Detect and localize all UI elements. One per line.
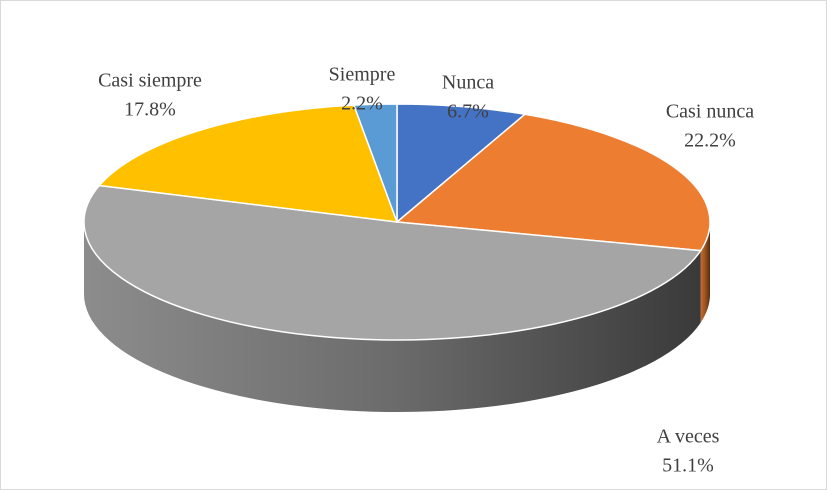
value-label: 2.2%	[341, 93, 383, 115]
category-label: A veces	[657, 426, 720, 448]
value-label: 6.7%	[447, 101, 489, 123]
pie-slice	[97, 104, 399, 223]
category-label: Casi siempre	[98, 70, 202, 92]
pie-slice	[396, 103, 527, 224]
category-label: Casi nunca	[666, 101, 754, 123]
value-label: 51.1%	[662, 455, 714, 477]
pie-wall-shade	[84, 222, 701, 412]
category-label: Siempre	[329, 64, 396, 86]
value-label: 22.2%	[684, 130, 736, 152]
pie-slice	[83, 184, 702, 341]
category-label: Nunca	[442, 72, 494, 94]
value-label: 17.8%	[124, 99, 176, 121]
pie-slice	[395, 113, 711, 252]
pie-slice	[352, 103, 398, 223]
